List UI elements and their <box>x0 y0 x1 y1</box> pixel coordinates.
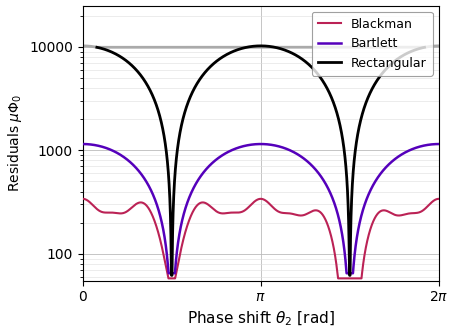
Rectangular <box>392 59 397 63</box>
Bartlett <box>216 156 222 160</box>
Rectangular <box>202 71 207 75</box>
Bartlett <box>373 179 378 183</box>
Line: Rectangular: Rectangular <box>97 46 424 275</box>
Bartlett <box>80 142 85 146</box>
Blackman <box>80 197 85 201</box>
Bartlett <box>311 166 317 170</box>
Rectangular <box>422 45 427 49</box>
Rectangular <box>94 45 99 49</box>
Blackman <box>166 276 171 280</box>
Rectangular <box>390 60 396 64</box>
Bartlett <box>436 142 441 146</box>
Rectangular <box>168 273 174 277</box>
Legend: Blackman, Bartlett, Rectangular: Blackman, Bartlett, Rectangular <box>312 12 433 76</box>
Blackman <box>145 205 150 209</box>
Rectangular <box>258 44 263 48</box>
Blackman <box>436 197 441 201</box>
Rectangular <box>201 72 206 76</box>
Blackman <box>216 211 222 215</box>
Line: Blackman: Blackman <box>83 199 439 278</box>
Blackman <box>346 276 351 280</box>
Y-axis label: Residuals $\mu\Phi_0$: Residuals $\mu\Phi_0$ <box>5 94 24 192</box>
Blackman <box>311 208 317 212</box>
Bartlett <box>294 152 299 156</box>
Rectangular <box>191 88 196 92</box>
Rectangular <box>221 54 226 58</box>
Bartlett <box>166 271 171 275</box>
Line: Bartlett: Bartlett <box>83 144 439 273</box>
Bartlett <box>145 181 150 185</box>
Blackman <box>373 215 378 219</box>
Bartlett <box>346 271 351 275</box>
X-axis label: Phase shift $\theta_2$ [rad]: Phase shift $\theta_2$ [rad] <box>187 310 335 328</box>
Blackman <box>294 213 299 217</box>
